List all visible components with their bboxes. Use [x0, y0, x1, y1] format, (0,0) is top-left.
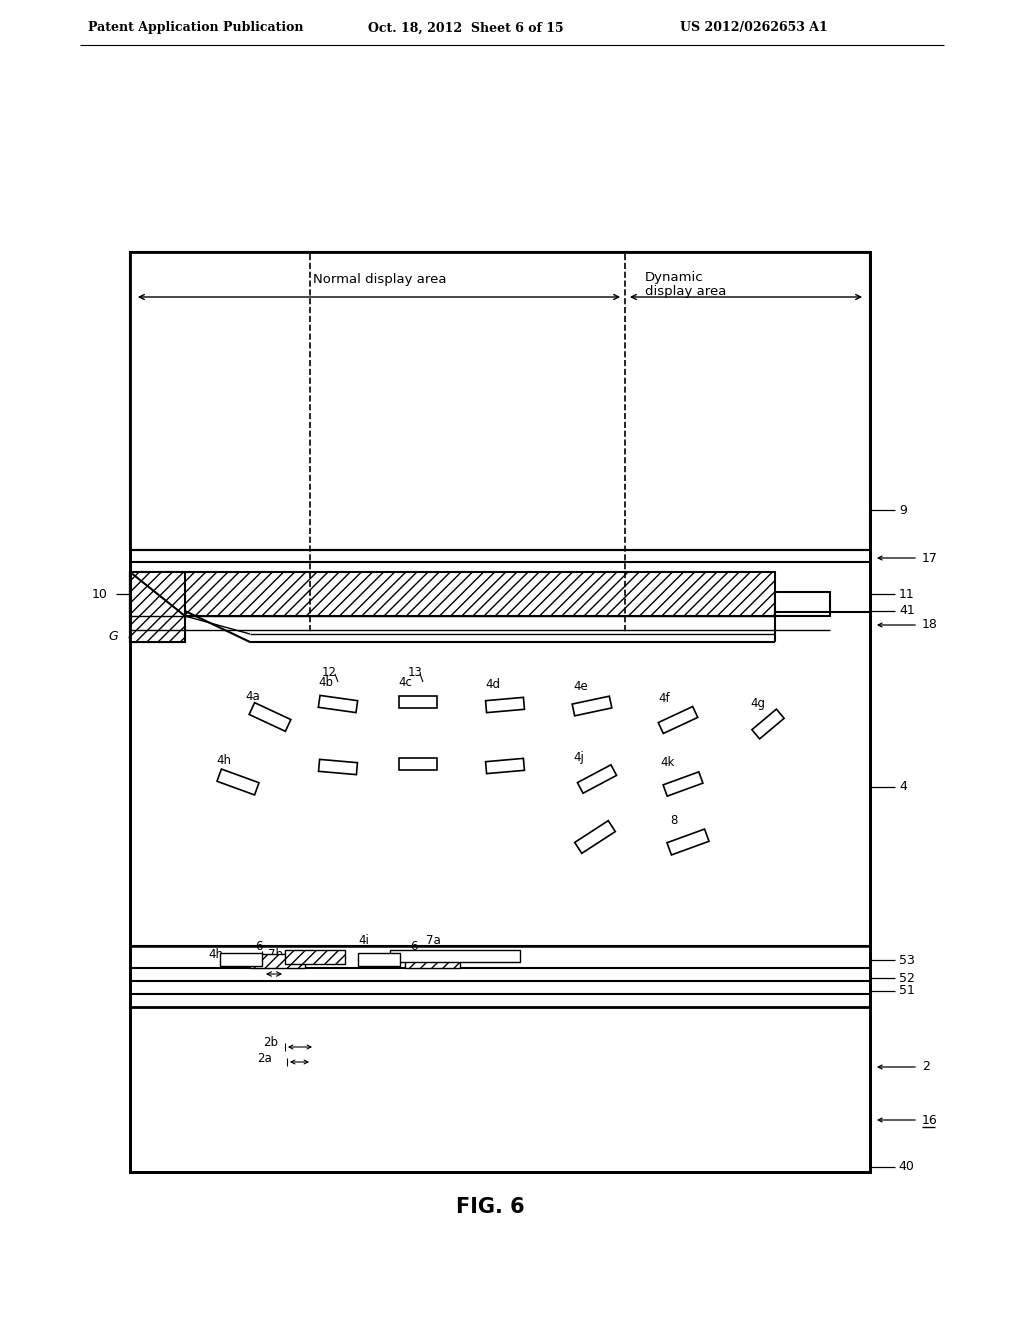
Bar [130, 252, 870, 550]
Text: 53: 53 [899, 953, 914, 966]
Text: 7b: 7b [268, 949, 283, 961]
Bar [130, 252, 870, 1172]
Bar [406, 954, 460, 968]
Text: 4g: 4g [750, 697, 765, 710]
Polygon shape [667, 829, 709, 855]
Text: 4j: 4j [573, 751, 584, 763]
Polygon shape [574, 821, 615, 853]
Bar [390, 950, 520, 962]
Polygon shape [217, 770, 259, 795]
Text: 17: 17 [922, 552, 938, 565]
Text: US 2012/0262653 A1: US 2012/0262653 A1 [680, 21, 827, 34]
Text: 2b: 2b [263, 1036, 278, 1049]
Text: display area: display area [645, 285, 726, 297]
Polygon shape [485, 759, 524, 774]
Polygon shape [130, 572, 185, 642]
Polygon shape [658, 706, 697, 734]
Text: 4: 4 [899, 780, 907, 793]
Text: 16: 16 [922, 1114, 938, 1126]
Text: Dynamic: Dynamic [645, 271, 703, 284]
Text: 4f: 4f [658, 692, 670, 705]
Text: 6: 6 [410, 940, 418, 953]
Bar [250, 954, 305, 968]
Text: 4d: 4d [485, 678, 500, 692]
Bar [220, 953, 262, 966]
Text: 6: 6 [255, 940, 262, 953]
Text: 10: 10 [92, 587, 108, 601]
Text: 11: 11 [899, 587, 914, 601]
Bar [130, 572, 185, 642]
Text: Normal display area: Normal display area [313, 273, 446, 286]
Text: 4h: 4h [208, 948, 223, 961]
Text: 13: 13 [408, 667, 423, 680]
Text: 51: 51 [899, 985, 914, 998]
Text: 12: 12 [322, 667, 337, 680]
Bar [130, 252, 870, 1172]
Text: 4i: 4i [358, 935, 369, 948]
Text: 4e: 4e [573, 680, 588, 693]
Polygon shape [249, 702, 291, 731]
Bar [358, 953, 400, 966]
Bar [775, 591, 830, 616]
Text: 41: 41 [899, 605, 914, 618]
Polygon shape [752, 709, 784, 739]
Text: 4c: 4c [398, 676, 412, 689]
Bar [130, 572, 775, 616]
Polygon shape [664, 772, 702, 796]
Text: G: G [108, 631, 118, 644]
Text: 52: 52 [899, 972, 914, 985]
Text: 4k: 4k [660, 755, 675, 768]
Polygon shape [318, 759, 357, 775]
Text: FIG. 6: FIG. 6 [456, 1197, 524, 1217]
Text: 8: 8 [670, 813, 677, 826]
Polygon shape [318, 696, 357, 713]
Text: 4b: 4b [318, 676, 333, 689]
Text: 9: 9 [899, 503, 907, 516]
Text: 7a: 7a [426, 935, 440, 948]
Text: 4a: 4a [245, 689, 260, 702]
Text: 4h: 4h [216, 754, 231, 767]
Text: 2a: 2a [257, 1052, 271, 1064]
Polygon shape [572, 696, 611, 715]
Text: 18: 18 [922, 619, 938, 631]
Text: Oct. 18, 2012  Sheet 6 of 15: Oct. 18, 2012 Sheet 6 of 15 [368, 21, 563, 34]
Polygon shape [399, 758, 437, 770]
Polygon shape [399, 696, 437, 708]
Bar [285, 950, 345, 964]
Text: Patent Application Publication: Patent Application Publication [88, 21, 303, 34]
Polygon shape [578, 764, 616, 793]
Text: 2: 2 [922, 1060, 930, 1073]
Polygon shape [485, 697, 524, 713]
Text: 40: 40 [898, 1160, 913, 1173]
Text: 1w: 1w [263, 957, 281, 970]
